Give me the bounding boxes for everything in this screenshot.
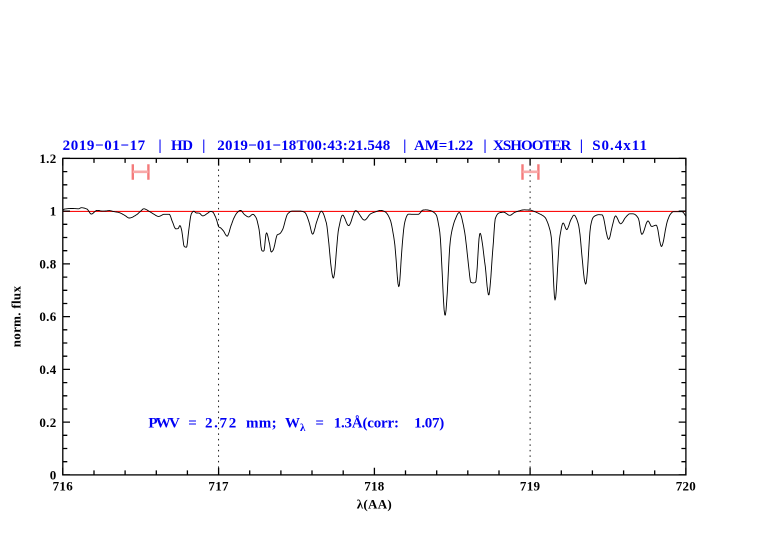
svg-text:717: 717	[208, 479, 229, 494]
svg-text:=: =	[315, 415, 324, 431]
svg-text:S0.4x11: S0.4x11	[592, 138, 648, 154]
svg-text:|: |	[202, 138, 205, 154]
svg-text:mm;: mm;	[246, 415, 277, 431]
svg-text:718: 718	[364, 479, 385, 494]
svg-text:λ(AA): λ(AA)	[357, 497, 392, 512]
svg-text:2019−01−18T00:43:21.548: 2019−01−18T00:43:21.548	[217, 138, 390, 154]
svg-text:716: 716	[53, 479, 74, 494]
svg-text:|: |	[158, 138, 161, 154]
svg-text:1.3Å(corr:: 1.3Å(corr:	[334, 415, 399, 431]
svg-text:|: |	[580, 138, 583, 154]
svg-text:1.2: 1.2	[39, 151, 56, 166]
svg-text:0.6: 0.6	[39, 309, 56, 324]
svg-text:HD: HD	[171, 138, 193, 154]
svg-text:norm. flux: norm. flux	[9, 286, 24, 348]
svg-text:2019−01−17: 2019−01−17	[63, 138, 146, 154]
svg-text:0.8: 0.8	[39, 257, 56, 272]
svg-text:=: =	[188, 415, 197, 431]
svg-text:2.72: 2.72	[205, 415, 238, 431]
svg-text:|: |	[403, 138, 406, 154]
svg-text:0: 0	[50, 468, 57, 483]
svg-text:1: 1	[50, 204, 57, 219]
svg-text:AM=1.22: AM=1.22	[414, 138, 473, 154]
svg-text:0.4: 0.4	[39, 362, 56, 377]
svg-text:0.2: 0.2	[39, 415, 56, 430]
svg-text:720: 720	[676, 479, 696, 494]
svg-text:719: 719	[520, 479, 541, 494]
svg-text:1.07): 1.07)	[414, 415, 444, 431]
svg-text:PWV: PWV	[148, 415, 180, 431]
svg-text:XSHOOTER: XSHOOTER	[493, 138, 572, 154]
svg-text:|: |	[483, 138, 486, 154]
